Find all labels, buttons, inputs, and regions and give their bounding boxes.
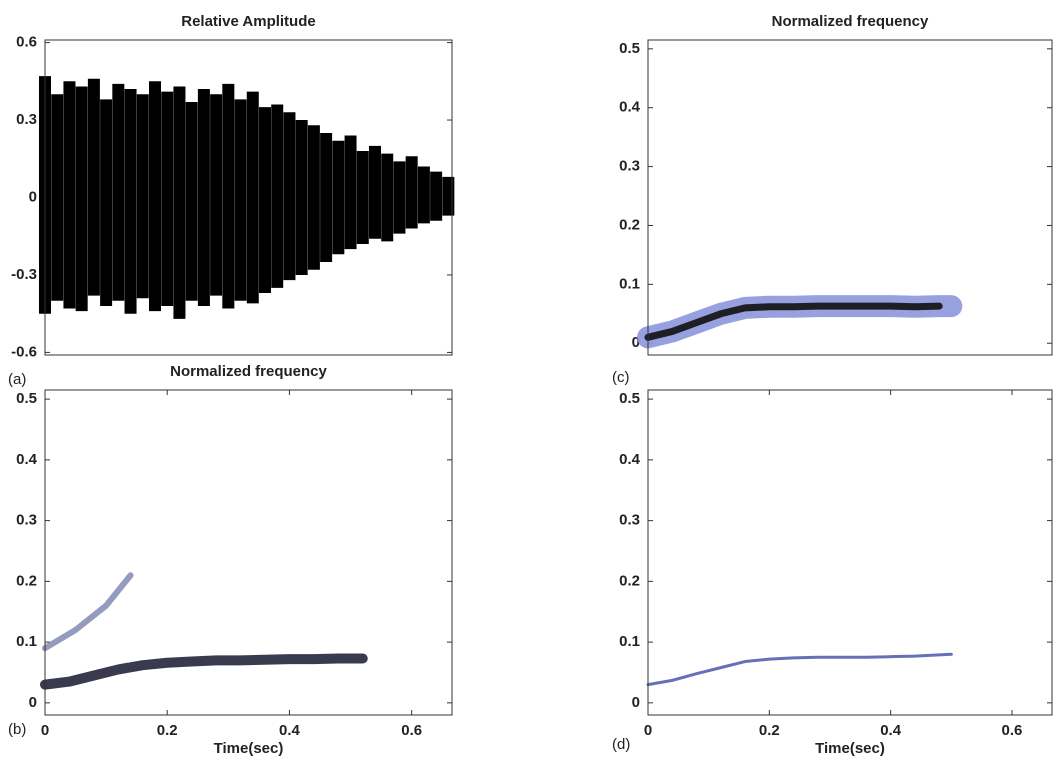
x-tick-label: 0 (644, 722, 652, 739)
y-tick-label: 0.2 (619, 216, 640, 233)
y-tick-label: 0.6 (16, 34, 37, 51)
panel-title: Normalized frequency (170, 363, 327, 380)
x-tick-label: 0.6 (401, 722, 422, 739)
y-tick-label: 0.3 (619, 512, 640, 529)
y-tick-label: 0.2 (619, 572, 640, 589)
x-tick-label: 0.4 (880, 722, 902, 739)
panel-title: Normalized frequency (772, 13, 929, 30)
plot-frame (44, 39, 453, 356)
y-tick-label: 0.3 (619, 158, 640, 175)
y-tick-label: 0 (632, 694, 640, 711)
panel-label: (d) (612, 736, 630, 753)
frequency-ridge (646, 652, 953, 687)
frequency-ridge (40, 653, 368, 690)
y-tick-label: 0 (632, 334, 640, 351)
y-tick-label: 0.3 (16, 512, 37, 529)
x-tick-label: 0.6 (1002, 722, 1023, 739)
y-tick-label: 0.1 (619, 633, 640, 650)
y-tick-label: 0 (29, 188, 37, 205)
y-tick-label: 0.1 (619, 275, 640, 292)
x-tick-label: 0.4 (279, 722, 301, 739)
plot-frame (647, 389, 1053, 716)
y-tick-label: 0.4 (16, 451, 38, 468)
y-tick-label: 0.1 (16, 633, 37, 650)
panel-title: Relative Amplitude (181, 13, 315, 30)
panel-label: (a) (8, 371, 26, 388)
x-tick-label: 0 (41, 722, 49, 739)
y-tick-label: 0.5 (619, 40, 640, 57)
y-tick-label: -0.3 (11, 266, 37, 283)
frequency-ridge (644, 302, 943, 341)
panel-label: (b) (8, 721, 26, 738)
x-axis-label: Time(sec) (815, 740, 885, 757)
x-tick-label: 0.2 (759, 722, 780, 739)
y-tick-label: 0.3 (16, 111, 37, 128)
x-axis-label: Time(sec) (214, 740, 284, 757)
y-tick-label: 0.5 (16, 390, 37, 407)
panel-label: (c) (612, 369, 630, 386)
y-tick-label: 0.5 (619, 390, 640, 407)
y-tick-label: -0.6 (11, 343, 37, 360)
frequency-ridge (42, 572, 134, 652)
x-tick-label: 0.2 (157, 722, 178, 739)
y-tick-label: 0 (29, 694, 37, 711)
y-tick-label: 0.4 (619, 451, 641, 468)
y-tick-label: 0.2 (16, 572, 37, 589)
plot-frame (44, 389, 453, 716)
plot-frame (647, 39, 1053, 356)
y-tick-label: 0.4 (619, 99, 641, 116)
